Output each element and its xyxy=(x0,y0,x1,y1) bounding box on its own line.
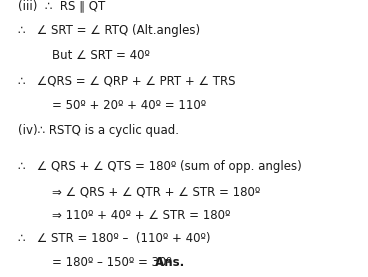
Text: = 180º – 150º = 30º: = 180º – 150º = 30º xyxy=(52,256,175,269)
Text: Ans.: Ans. xyxy=(52,256,184,269)
Text: ⇒ ∠ QRS + ∠ QTR + ∠ STR = 180º: ⇒ ∠ QRS + ∠ QTR + ∠ STR = 180º xyxy=(52,185,260,198)
Text: ∴   ∠ SRT = ∠ RTQ (Alt.angles): ∴ ∠ SRT = ∠ RTQ (Alt.angles) xyxy=(18,24,201,37)
Text: But ∠ SRT = 40º: But ∠ SRT = 40º xyxy=(52,49,149,62)
Text: ∴   ∠ STR = 180º –  (110º + 40º): ∴ ∠ STR = 180º – (110º + 40º) xyxy=(18,232,211,245)
Text: ∴   ∠ QRS + ∠ QTS = 180º (sum of opp. angles): ∴ ∠ QRS + ∠ QTS = 180º (sum of opp. angl… xyxy=(18,160,302,173)
Text: ⇒ 110º + 40º + ∠ STR = 180º: ⇒ 110º + 40º + ∠ STR = 180º xyxy=(52,209,230,222)
Text: ∴   ∠QRS = ∠ QRP + ∠ PRT + ∠ TRS: ∴ ∠QRS = ∠ QRP + ∠ PRT + ∠ TRS xyxy=(18,74,236,87)
Text: = 50º + 20º + 40º = 110º: = 50º + 20º + 40º = 110º xyxy=(52,99,206,112)
Text: (iii)  ∴  RS ∥ QT: (iii) ∴ RS ∥ QT xyxy=(18,0,106,12)
Text: (iv)∴ RSTQ is a cyclic quad.: (iv)∴ RSTQ is a cyclic quad. xyxy=(18,124,180,137)
